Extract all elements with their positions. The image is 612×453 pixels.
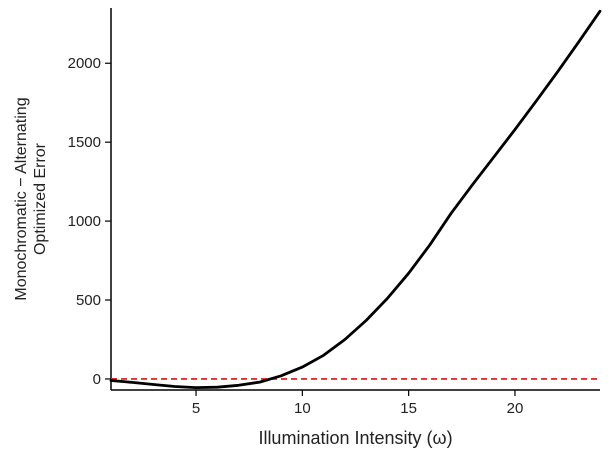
y-tick-label: 2000 [68,55,101,72]
y-tick-label: 1000 [68,213,101,230]
y-tick-label: 500 [76,292,101,309]
x-ticks: 5 10 15 20 [192,390,523,417]
x-tick-label: 10 [294,400,311,417]
x-axis-label: Illumination Intensity (ω) [258,428,452,448]
x-tick-label: 20 [507,400,524,417]
x-tick-label: 15 [400,400,417,417]
y-axis-label-line-2: Optimized Error [32,142,49,255]
y-ticks: 0 500 1000 1500 2000 [68,55,111,388]
axes [110,8,600,391]
series-line [109,9,602,389]
y-tick-label: 1500 [68,134,101,151]
y-axis-label-line-1: Monochromatic − Alternating [13,97,30,300]
y-tick-label: 0 [93,371,101,388]
x-tick-label: 5 [192,400,200,417]
series-group [109,9,602,389]
